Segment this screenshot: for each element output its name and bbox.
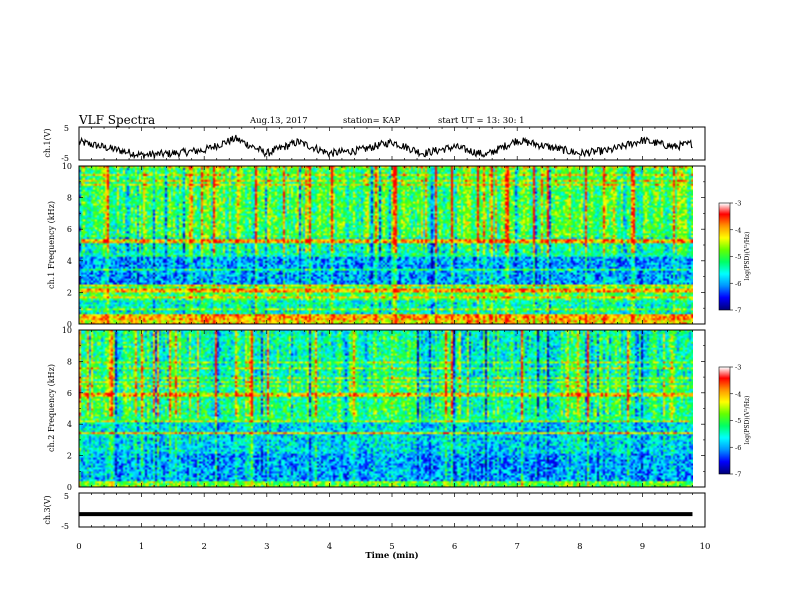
colorbar-tick-label: -4 [735,226,741,234]
ch2-frequency-ticks: 0 2 4 6 8 10 [62,326,705,492]
ch3-x-ticks [78,493,706,527]
time-tick-label: 4 [327,542,332,552]
ch1-spectrogram-ylabel: ch.1 Frequency (kHz) [47,201,56,289]
figure-title: VLF Spectra [78,113,155,127]
time-tick-label: 3 [264,542,269,552]
ch3-ytick-top: 5 [64,492,69,501]
freq-tick-label: 2 [67,452,72,461]
time-tick-label: 1 [139,542,144,552]
ch1-spectrogram-image [79,166,693,324]
freq-tick-label: 4 [67,420,72,429]
time-tick-label: 5 [389,542,394,552]
colorbar-tick-label: -4 [735,390,741,398]
ch2-colorbar-label: log(PSD)(V²/Hz) [744,396,751,445]
ch1-colorbar-label: log(PSD)(V²/Hz) [744,232,751,281]
freq-tick-label: 6 [67,225,72,234]
time-tick-label: 7 [514,542,519,552]
freq-tick-label: 6 [67,389,72,398]
freq-tick-label: 0 [67,320,72,329]
ch1-waveform-panel: 5 -5 ch.1(V) [43,124,706,163]
ch3-waveform-frame [78,492,706,528]
station-label: station= KAP [343,116,401,126]
time-axis-label: Time (min) [365,550,418,561]
time-axis-tick-labels: 0 1 2 3 4 5 6 7 8 9 10 [76,542,710,552]
ch2-spectrogram-ylabel: ch.2 Frequency (kHz) [47,364,56,452]
ch1-ytick-bottom: -5 [61,154,69,163]
colorbar-tick-label: -6 [735,444,741,452]
time-tick-label: 2 [201,542,206,552]
start-time-label: start UT = 13: 30: 1 [438,116,525,126]
ch1-frequency-ticks: 0 2 4 6 8 10 [62,162,705,329]
date-label: Aug.13, 2017 [249,116,308,126]
colorbar-tick-label: -7 [735,307,741,315]
freq-tick-label: 10 [62,326,72,335]
ch2-spectrogram-x-ticks [78,330,706,487]
ch3-ytick-bottom: -5 [61,522,69,531]
freq-tick-label: 0 [67,483,72,492]
colorbar-tick-label: -5 [735,253,741,261]
time-tick-label: 10 [700,542,711,552]
ch2-colorbar-ticks: -3 -4 -5 -6 -7 [730,364,741,479]
colorbar-tick-label: -6 [735,280,741,288]
time-tick-label: 6 [452,542,457,552]
ch1-waveform-trace [78,134,693,160]
time-tick-label: 0 [76,542,81,552]
time-tick-label: 9 [640,542,645,552]
freq-tick-label: 10 [62,162,72,171]
ch3-ylabel: ch.3(V) [43,495,52,524]
colorbar-tick-label: -3 [735,364,741,372]
freq-tick-label: 4 [67,257,72,266]
time-tick-label: 8 [577,542,582,552]
colorbar-tick-label: -5 [735,417,741,425]
ch1-ylabel: ch.1(V) [43,128,52,157]
colorbar-tick-label: -3 [735,200,741,208]
ch1-trace-line [78,134,693,160]
ch2-spectrogram-image [79,330,693,487]
ch3-waveform-panel: 5 -5 ch.3(V) 0 1 2 3 4 5 6 7 8 9 10 Time (min) [43,492,710,561]
freq-tick-label: 8 [67,194,72,203]
freq-tick-label: 2 [67,288,72,297]
freq-tick-label: 8 [67,357,72,366]
ch1-x-ticks [78,127,706,160]
ch1-colorbar [719,203,730,310]
ch1-colorbar-ticks: -3 -4 -5 -6 -7 [730,200,741,315]
colorbar-tick-label: -7 [735,471,741,479]
ch2-colorbar [719,367,730,474]
ch1-ytick-top: 5 [64,124,69,133]
ch1-spectrogram-x-ticks [78,166,706,324]
